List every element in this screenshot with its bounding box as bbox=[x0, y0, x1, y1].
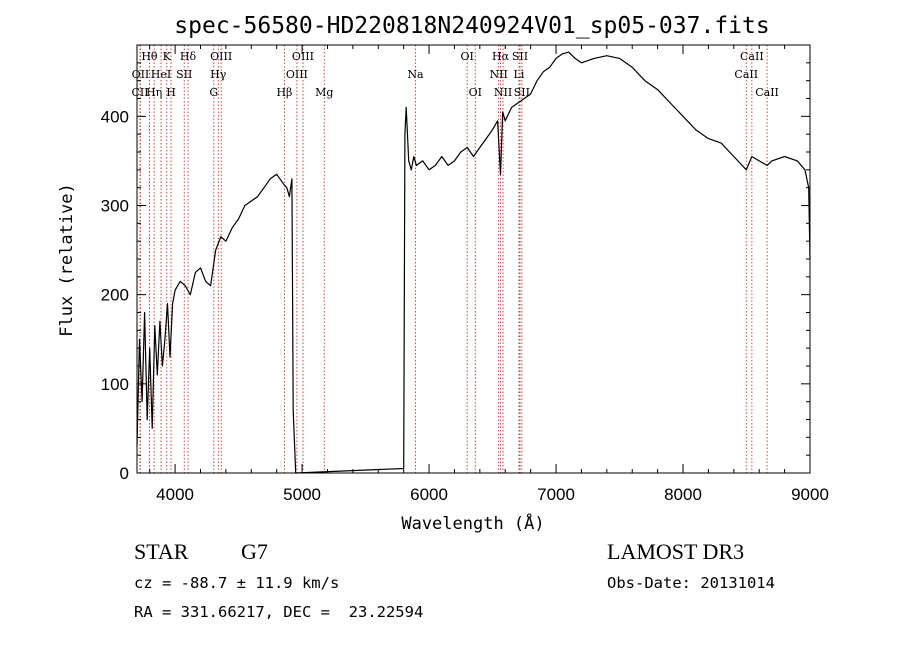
marker-label-5: K bbox=[163, 50, 172, 63]
marker-label-22: Li bbox=[514, 68, 525, 81]
object-class: STAR bbox=[134, 539, 189, 564]
y-axis-ticks: 0 100 200 300 400 bbox=[101, 62, 810, 483]
obs-date: Obs-Date: 20131014 bbox=[607, 574, 775, 592]
y-tick-label-3: 300 bbox=[101, 197, 129, 216]
x-axis-ticks: 4000 5000 6000 7000 8000 9000 bbox=[149, 45, 829, 504]
marker-label-12: Hβ bbox=[276, 86, 292, 99]
marker-label-4: HeI bbox=[151, 68, 171, 81]
chart-title: spec-56580-HD220818N240924V01_sp05-037.f… bbox=[174, 13, 769, 39]
coordinates-readout: RA = 331.66217, DEC = 23.22594 bbox=[134, 603, 424, 621]
spectrum-line bbox=[136, 51, 811, 474]
marker-label-17: OI bbox=[460, 50, 473, 63]
marker-label-26: CaII bbox=[740, 50, 764, 63]
marker-label-16: Na bbox=[407, 68, 424, 81]
marker-label-1: OII bbox=[132, 68, 150, 81]
marker-label-21: NII bbox=[494, 86, 512, 99]
object-subclass: G7 bbox=[241, 539, 268, 564]
marker-label-25: CaII bbox=[734, 68, 758, 81]
y-tick-label-0: 0 bbox=[120, 464, 129, 483]
emission-line-markers bbox=[139, 45, 768, 473]
x-tick-label-1: 5000 bbox=[283, 485, 321, 504]
marker-label-14: OIII bbox=[292, 50, 314, 63]
marker-label-8: Hδ bbox=[180, 50, 197, 63]
y-axis-label: Flux (relative) bbox=[57, 183, 77, 337]
y-tick-label-4: 400 bbox=[101, 107, 129, 126]
emission-line-labels: CIIOIIHθHηHeIKHSIIHδGHγOIIIHβOIIIOIIIMgN… bbox=[131, 50, 778, 99]
marker-label-9: G bbox=[209, 86, 218, 99]
marker-label-23: SII bbox=[512, 50, 528, 63]
x-axis-label: Wavelength (Å) bbox=[401, 512, 544, 534]
x-tick-label-5: 9000 bbox=[791, 485, 829, 504]
x-tick-label-3: 7000 bbox=[537, 485, 575, 504]
marker-label-3: Hη bbox=[146, 86, 162, 99]
marker-label-10: Hγ bbox=[210, 68, 227, 81]
marker-label-18: OI bbox=[469, 86, 482, 99]
x-tick-label-0: 4000 bbox=[156, 485, 194, 504]
velocity-readout: cz = -88.7 ± 11.9 km/s bbox=[134, 574, 340, 592]
marker-label-20: Hα bbox=[492, 50, 510, 63]
marker-label-13: OIII bbox=[286, 68, 308, 81]
survey-name: LAMOST DR3 bbox=[607, 539, 745, 564]
x-tick-label-2: 6000 bbox=[410, 485, 448, 504]
marker-label-27: CaII bbox=[755, 86, 779, 99]
marker-label-15: Mg bbox=[315, 86, 333, 99]
marker-label-0: CII bbox=[131, 86, 148, 99]
marker-label-7: SII bbox=[176, 68, 192, 81]
marker-label-11: OIII bbox=[210, 50, 232, 63]
y-tick-label-2: 200 bbox=[101, 286, 129, 305]
marker-label-2: Hθ bbox=[141, 50, 158, 63]
marker-label-19: NII bbox=[489, 68, 507, 81]
marker-label-6: H bbox=[166, 86, 176, 99]
marker-label-24: SII bbox=[514, 86, 530, 99]
y-tick-label-1: 100 bbox=[101, 375, 129, 394]
plot-frame bbox=[136, 44, 811, 474]
x-tick-label-4: 8000 bbox=[664, 485, 702, 504]
